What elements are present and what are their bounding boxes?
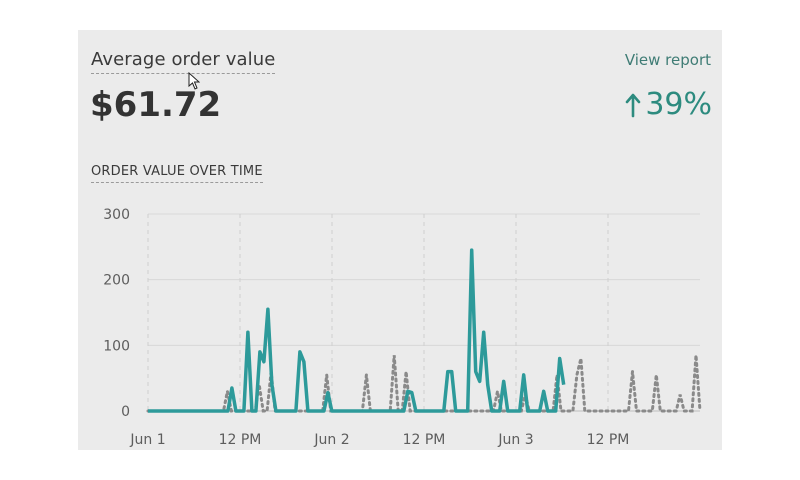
- y-tick-label: 300: [103, 207, 130, 223]
- x-tick-label: 12 PM: [403, 432, 446, 448]
- y-axis-ticks: 300 200 100 0: [103, 207, 130, 420]
- view-report-link[interactable]: View report: [624, 51, 711, 69]
- arrow-up-icon: [626, 93, 641, 117]
- x-tick-label: 12 PM: [587, 432, 630, 448]
- x-tick-label: Jun 3: [497, 432, 533, 448]
- order-value-chart: 300 200 100 0 Jun 1 12 PM Jun 2 12 PM Jun 3 12 P…: [103, 207, 702, 448]
- y-tick-label: 200: [103, 273, 130, 289]
- change-percent: 39%: [645, 87, 712, 122]
- x-axis-ticks: Jun 1 12 PM Jun 2 12 PM Jun 3 12 PM: [129, 432, 629, 448]
- chart-grid: [147, 213, 700, 412]
- y-tick-label: 0: [121, 404, 130, 420]
- mouse-cursor-icon: [188, 72, 200, 90]
- average-order-value: $61.72: [90, 85, 222, 125]
- card-title: Average order value: [91, 49, 276, 74]
- x-tick-label: Jun 1: [129, 432, 165, 448]
- section-title: ORDER VALUE OVER TIME: [91, 164, 263, 183]
- chart-series: [146, 248, 702, 413]
- order-value-series-line: [148, 248, 566, 413]
- y-tick-label: 100: [103, 338, 130, 354]
- change-indicator: 39%: [625, 87, 712, 122]
- x-tick-label: Jun 2: [313, 432, 349, 448]
- x-tick-label: 12 PM: [219, 432, 262, 448]
- average-order-value-card: 300 200 100 0 Jun 1 12 PM Jun 2 12 PM Jun 3 12 P…: [78, 30, 722, 450]
